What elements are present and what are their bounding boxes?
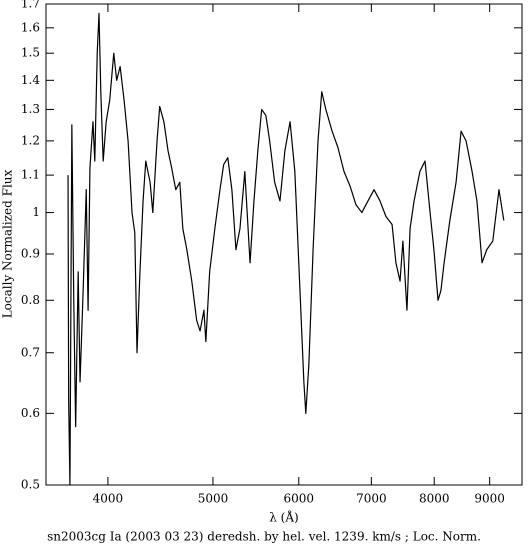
x-tick-label: 9000: [474, 492, 505, 506]
y-tick-label: 1.2: [21, 133, 40, 147]
y-tick-label: 0.7: [21, 345, 40, 359]
y-tick-label: 1: [32, 205, 40, 219]
y-tick-label: 0.5: [21, 478, 40, 492]
y-tick-label: 1.3: [21, 102, 40, 116]
chart-title: sn2003cg Ia (2003 03 23) deredsh. by hel…: [47, 530, 481, 544]
y-tick-label: 0.9: [21, 246, 40, 260]
y-tick-label: 1.1: [21, 168, 40, 182]
x-tick-label: 8000: [419, 492, 450, 506]
y-axis-label: Locally Normalized Flux: [1, 169, 15, 318]
x-tick-label: 5000: [198, 492, 229, 506]
y-tick-label: 1.5: [21, 46, 40, 60]
x-tick-label: 7000: [356, 492, 387, 506]
x-tick-label: 4000: [93, 492, 124, 506]
x-tick-label: 6000: [284, 492, 315, 506]
plot-frame: [45, 3, 523, 486]
x-axis-label: λ (Å): [269, 510, 298, 525]
y-tick-label: 1.6: [21, 20, 40, 34]
y-tick-label: 0.8: [21, 293, 40, 307]
spectrum-line: [67, 12, 505, 486]
y-tick-label: 1.4: [21, 73, 40, 87]
y-tick-label: 0.6: [21, 406, 40, 420]
y-tick-label: 1.7: [21, 0, 40, 11]
